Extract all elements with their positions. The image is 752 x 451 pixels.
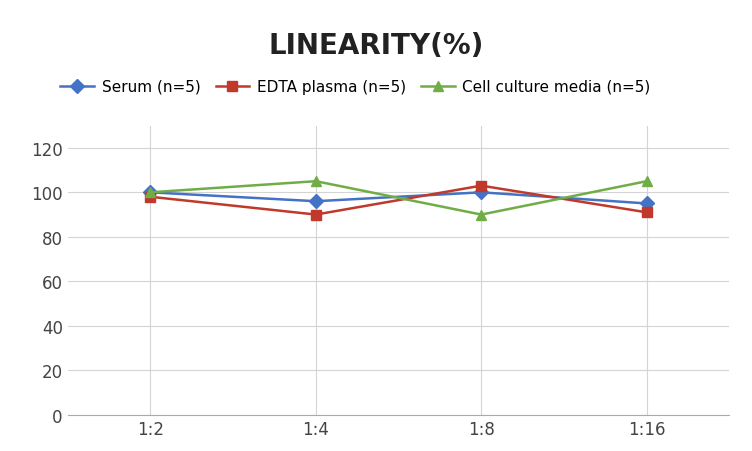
EDTA plasma (n=5) [642, 210, 651, 216]
EDTA plasma (n=5) [311, 212, 320, 218]
Cell culture media (n=5) [146, 190, 155, 196]
EDTA plasma (n=5) [146, 195, 155, 200]
EDTA plasma (n=5) [477, 184, 486, 189]
Line: EDTA plasma (n=5): EDTA plasma (n=5) [146, 181, 651, 220]
Serum (n=5) [477, 190, 486, 196]
Legend: Serum (n=5), EDTA plasma (n=5), Cell culture media (n=5): Serum (n=5), EDTA plasma (n=5), Cell cul… [60, 80, 650, 95]
Cell culture media (n=5) [311, 179, 320, 184]
Cell culture media (n=5) [477, 212, 486, 218]
Line: Cell culture media (n=5): Cell culture media (n=5) [146, 177, 651, 220]
Serum (n=5) [311, 199, 320, 204]
Serum (n=5) [146, 190, 155, 196]
Serum (n=5) [642, 201, 651, 207]
Line: Serum (n=5): Serum (n=5) [146, 188, 651, 209]
Text: LINEARITY(%): LINEARITY(%) [268, 32, 484, 60]
Cell culture media (n=5) [642, 179, 651, 184]
